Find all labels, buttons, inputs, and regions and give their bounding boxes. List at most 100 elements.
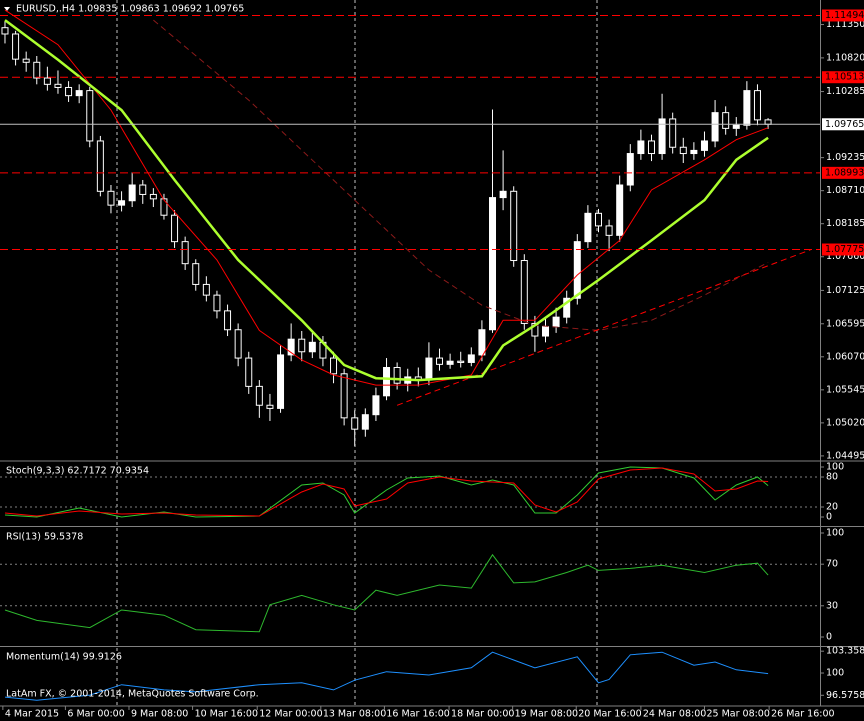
candle-body (499, 190, 507, 199)
x-tick-label: 26 Mar 16:00 (771, 709, 834, 720)
indicator-line (4, 651, 769, 701)
candle-body (266, 404, 274, 409)
candle-body (700, 140, 708, 151)
moving-average (4, 9, 769, 386)
price-level-label: 1.10513 (825, 72, 864, 83)
candle-body (510, 190, 518, 262)
y-tick-label: 100 (826, 462, 844, 473)
candle-body (139, 184, 147, 195)
candle-body (361, 414, 369, 430)
candle-body (277, 354, 285, 409)
y-tick-label: 1.05545 (826, 384, 864, 395)
candle-body (75, 90, 83, 97)
indicator-line (4, 553, 769, 633)
candle-body (658, 118, 666, 155)
indicator-title: Stoch(9,3,3) 62.7172 70.9354 (6, 466, 149, 477)
price-level-label: 1.11494 (825, 10, 864, 21)
x-tick-label: 13 Mar 08:00 (323, 709, 386, 720)
indicator-title: RSI(13) 59.5378 (6, 532, 83, 543)
y-tick-label: 1.08185 (826, 218, 864, 229)
candle-body (118, 200, 126, 206)
y-tick-label: 1.06595 (826, 318, 864, 329)
candle-body (383, 366, 391, 397)
y-tick-label: 0 (826, 631, 832, 642)
candle-body (330, 357, 338, 375)
candle-body (573, 241, 581, 299)
candle-body (520, 260, 528, 324)
candle-body (552, 316, 560, 328)
y-tick-label: 100 (826, 668, 844, 679)
x-tick-label: 18 Mar 00:00 (451, 709, 514, 720)
candle-body (478, 329, 486, 356)
y-tick-label: 103.3589 (826, 646, 864, 657)
moving-average (4, 19, 769, 382)
y-tick-label: 1.07125 (826, 285, 864, 296)
menu-triangle[interactable] (4, 7, 10, 11)
x-tick-label: 25 Mar 08:00 (706, 709, 769, 720)
candle-body (86, 90, 94, 142)
candle-body (245, 357, 253, 387)
candle-body (128, 184, 136, 202)
candle-body (616, 184, 624, 236)
candle-body (213, 294, 221, 312)
candle-body (33, 61, 41, 79)
price-level-box (822, 166, 864, 179)
x-tick-label: 24 Mar 08:00 (643, 709, 706, 720)
candle-body (711, 112, 719, 142)
candle-body (372, 395, 380, 416)
candle-body (457, 360, 465, 363)
price-level-label: 1.08993 (825, 167, 864, 178)
y-tick-label: 1.10820 (826, 52, 864, 63)
candle-body (722, 112, 730, 129)
candle-body (732, 124, 740, 129)
candle-body (234, 329, 242, 359)
y-tick-label: 100 (826, 527, 844, 538)
x-tick-label: 16 Mar 16:00 (386, 709, 449, 720)
candle-body (690, 149, 698, 155)
y-tick-label: 1.07660 (826, 251, 864, 262)
x-tick-label: 12 Mar 00:00 (259, 709, 322, 720)
candle-body (764, 119, 772, 125)
moving-average (396, 249, 811, 406)
candle-body (753, 90, 761, 121)
price-level-label: 1.07775 (825, 244, 864, 255)
x-tick-label: 20 Mar 16:00 (578, 709, 641, 720)
candle-body (298, 338, 306, 353)
price-level-box (822, 243, 864, 256)
y-tick-label: 1.11350 (826, 19, 864, 30)
candle-body (446, 360, 454, 365)
indicator-line (4, 467, 769, 517)
current-price-box (822, 118, 864, 131)
candle-body (308, 341, 316, 353)
candle-body (626, 153, 634, 186)
x-tick-label: 9 Mar 08:00 (131, 709, 188, 720)
y-tick-label: 70 (826, 559, 838, 570)
candle-body (171, 214, 179, 243)
candle-body (255, 385, 263, 406)
current-price-label: 1.09765 (825, 119, 864, 130)
candle-body (160, 198, 168, 216)
candle-body (467, 354, 475, 363)
candle-body (584, 212, 592, 243)
y-tick-label: 1.08710 (826, 185, 864, 196)
candle-body (594, 212, 602, 227)
price-level-box (822, 71, 864, 84)
chart-title: EURUSD,.H4 1.09835 1.09863 1.09692 1.097… (16, 4, 244, 15)
candle-body (351, 417, 359, 430)
candle-body (669, 118, 677, 148)
indicator-title: Momentum(14) 99.9126 (6, 652, 122, 663)
candle-body (425, 357, 433, 381)
y-tick-label: 1.04495 (826, 450, 864, 461)
candle-body (393, 366, 401, 384)
candle-body (181, 241, 189, 265)
candle-body (54, 83, 62, 88)
candle-body (531, 322, 539, 337)
copyright: LatAm FX, © 2001-2014, MetaQuotes Softwa… (6, 689, 259, 700)
y-tick-label: 1.06070 (826, 351, 864, 362)
candle-body (542, 326, 550, 337)
x-tick-label: 4 Mar 2015 (5, 709, 59, 720)
candle-body (1, 27, 9, 35)
candle-body (287, 338, 295, 356)
